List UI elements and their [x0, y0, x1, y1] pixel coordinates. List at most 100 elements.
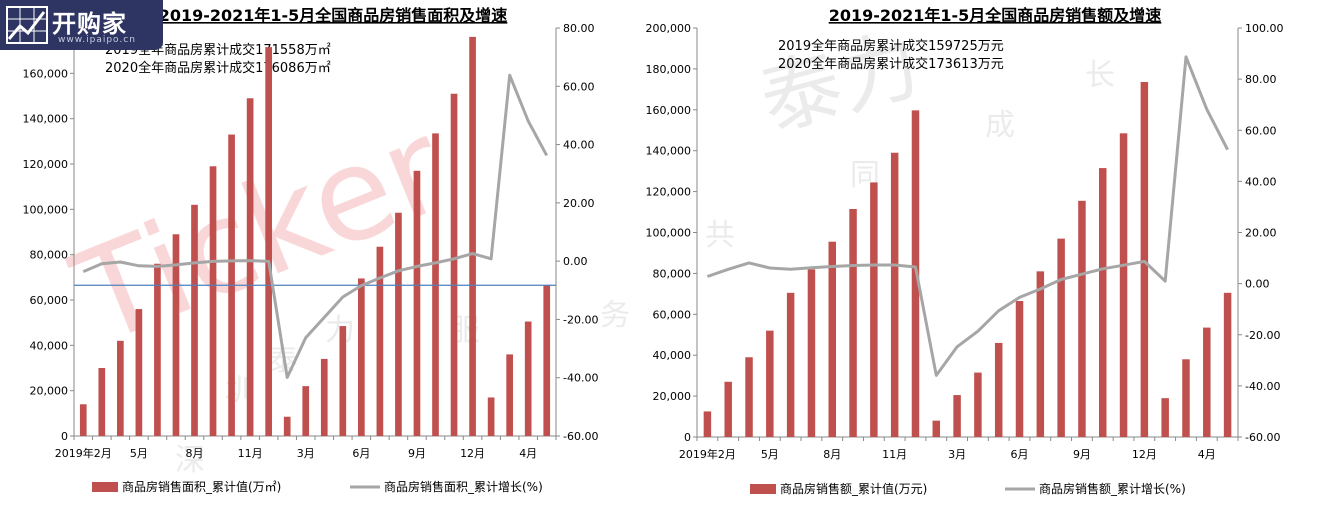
y2-tick-label: 100.00	[1245, 22, 1284, 35]
bar	[506, 354, 513, 436]
y-tick-label: 120,000	[646, 186, 692, 199]
bar	[209, 166, 217, 436]
y2-tick-label: -40.00	[563, 372, 598, 385]
bar	[953, 395, 961, 437]
x-tick-label: 11月	[882, 448, 907, 461]
y-tick-label: 160,000	[23, 67, 69, 80]
bar	[1161, 398, 1169, 437]
bar	[1223, 292, 1232, 437]
bar	[828, 241, 836, 437]
chart-title: 2019-2021年1-5月全国商品房销售额及增速	[829, 6, 1162, 25]
x-tick-label: 12月	[1132, 448, 1157, 461]
legend-swatch-bar	[750, 484, 776, 494]
bar	[469, 36, 476, 436]
bar	[849, 208, 857, 437]
bar	[932, 420, 941, 437]
y2-tick-label: 0.00	[1245, 278, 1270, 291]
y-tick-label: 80,000	[653, 267, 692, 280]
bar	[745, 357, 753, 437]
watermark-char: 成	[985, 108, 1015, 143]
y2-tick-label: 60.00	[1245, 124, 1277, 137]
x-tick-label: 12月	[460, 447, 485, 460]
bar	[487, 397, 495, 436]
bar	[376, 246, 384, 436]
growth-line	[82, 73, 549, 379]
chart-annotation: 2020全年商品房累计成交173613万元	[778, 56, 1004, 72]
chart-logo-icon	[6, 6, 48, 44]
bar	[703, 411, 712, 437]
logo-name: 开购家	[52, 10, 127, 38]
legend-label: 商品房销售额_累计增长(%)	[1039, 481, 1186, 496]
x-tick-label: 8月	[186, 447, 204, 460]
y2-tick-label: -20.00	[563, 313, 598, 326]
y-tick-label: 60,000	[653, 308, 692, 321]
y-tick-label: 20,000	[30, 385, 69, 398]
y-tick-label: 0	[684, 431, 691, 444]
chart-annotation: 2020全年商品房累计成交176086万㎡	[105, 60, 331, 76]
x-tick-label: 4月	[1198, 448, 1216, 461]
x-tick-label: 9月	[1073, 448, 1091, 461]
y-tick-label: 120,000	[23, 158, 69, 171]
bar	[135, 309, 143, 436]
bar	[1057, 238, 1065, 437]
bar	[974, 372, 982, 437]
y2-tick-label: -60.00	[1245, 431, 1280, 444]
bar	[283, 416, 291, 436]
y2-tick-label: -60.00	[563, 430, 598, 443]
x-tick-label: 5月	[761, 448, 779, 461]
bar	[1099, 168, 1107, 437]
y-tick-label: 180,000	[646, 63, 692, 76]
bar	[79, 404, 87, 436]
y-tick-label: 60,000	[30, 294, 69, 307]
y-tick-label: 200,000	[646, 22, 692, 35]
bar	[766, 330, 774, 437]
logo-badge: 开购家 www.ipaipo.cn	[0, 0, 163, 50]
bar	[302, 386, 310, 436]
bar	[994, 342, 1003, 437]
y2-tick-label: 0.00	[563, 255, 588, 268]
chart-2: 2019-2021年1-5月全国商品房销售额及增速 2019全年商品房累计成交15…	[646, 6, 1284, 496]
x-tick-label: 5月	[130, 447, 148, 460]
y2-tick-label: 20.00	[563, 197, 595, 210]
x-tick-label: 2019年2月	[55, 446, 112, 460]
bar	[1140, 81, 1149, 437]
x-tick-label: 2019年2月	[679, 447, 736, 461]
bar	[172, 234, 180, 436]
bar	[807, 269, 816, 437]
y-tick-label: 40,000	[653, 349, 692, 362]
bar	[1036, 271, 1045, 437]
chart-annotation: 2019全年商品房累计成交159725万元	[778, 38, 1004, 54]
bar	[320, 358, 328, 436]
bar	[786, 292, 795, 437]
bar	[724, 381, 732, 437]
y-tick-label: 140,000	[23, 113, 69, 126]
y-tick-label: 100,000	[646, 227, 692, 240]
bar	[524, 321, 532, 436]
growth-line	[706, 55, 1229, 377]
watermark-text: Ticker	[55, 93, 465, 374]
legend-label: 商品房销售面积_累计值(万㎡)	[122, 479, 281, 494]
y2-tick-label: -40.00	[1245, 380, 1280, 393]
bar	[154, 263, 161, 436]
y2-tick-label: 60.00	[563, 80, 595, 93]
legend-label: 商品房销售额_累计值(万元)	[780, 481, 927, 496]
bar	[543, 285, 551, 436]
bar	[358, 278, 365, 436]
y2-tick-label: 40.00	[563, 139, 595, 152]
y2-tick-label: 80.00	[563, 22, 595, 35]
watermark-char: 长	[1085, 58, 1115, 93]
y-tick-label: 20,000	[653, 390, 692, 403]
x-tick-label: 3月	[948, 448, 966, 461]
bar	[890, 152, 899, 437]
legend-swatch-bar	[92, 482, 118, 492]
chart-1: 2019-2021年1-5月全国商品房销售面积及增速2019全年商品房累计成交1…	[23, 6, 599, 494]
bar	[870, 182, 878, 437]
x-tick-label: 6月	[1011, 448, 1029, 461]
bar	[1203, 327, 1211, 437]
y2-tick-label: 40.00	[1245, 175, 1277, 188]
y2-tick-label: -20.00	[1245, 329, 1280, 342]
y2-tick-label: 80.00	[1245, 73, 1277, 86]
watermark-brand: 泰力	[751, 17, 930, 148]
x-tick-label: 3月	[297, 447, 315, 460]
